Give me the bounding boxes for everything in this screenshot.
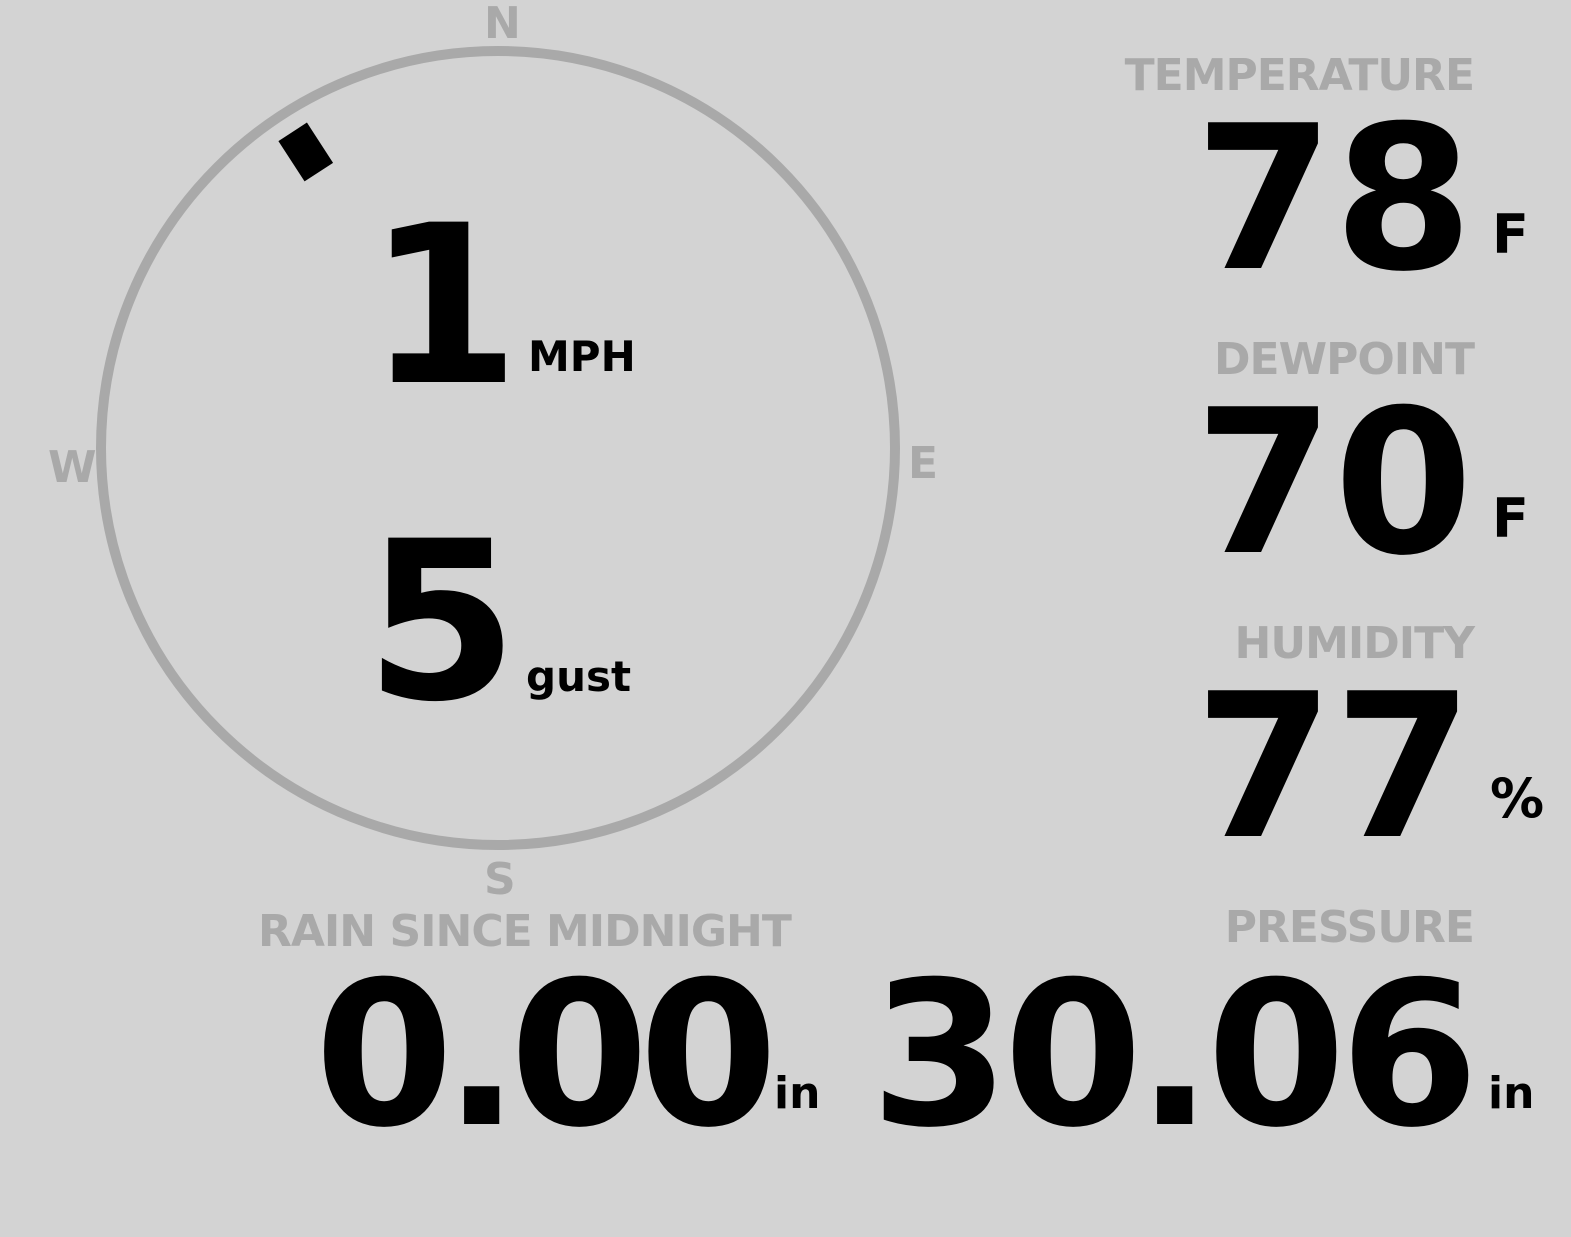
wind-gust-value: 5 — [364, 494, 518, 750]
temperature-unit: F — [1492, 203, 1529, 266]
rain-label: RAIN SINCE MIDNIGHT — [258, 906, 792, 957]
dewpoint-unit: F — [1492, 487, 1529, 550]
compass-ring — [96, 46, 900, 850]
compass-north: N — [484, 0, 521, 49]
humidity-label: HUMIDITY — [1234, 618, 1475, 669]
temperature-value: 78 — [1194, 83, 1473, 316]
wind-speed-unit: MPH — [528, 332, 636, 381]
rain-value: 0.00 — [314, 939, 778, 1172]
temperature-label: TEMPERATURE — [1124, 50, 1475, 101]
rain-unit: in — [774, 1068, 821, 1119]
pressure-value: 30.06 — [870, 939, 1479, 1172]
wind-direction-marker — [278, 122, 334, 182]
wind-speed-value: 1 — [366, 178, 520, 434]
compass-east: E — [908, 438, 939, 489]
dewpoint-label: DEWPOINT — [1214, 334, 1475, 385]
pressure-unit: in — [1488, 1068, 1535, 1119]
pressure-label: PRESSURE — [1224, 902, 1475, 953]
compass-west: W — [48, 442, 97, 493]
humidity-unit: % — [1490, 767, 1545, 830]
humidity-value: 77 — [1194, 651, 1473, 884]
compass-south: S — [484, 854, 516, 905]
dewpoint-value: 70 — [1194, 367, 1473, 600]
wind-compass — [96, 46, 900, 850]
wind-gust-unit: gust — [526, 652, 632, 701]
